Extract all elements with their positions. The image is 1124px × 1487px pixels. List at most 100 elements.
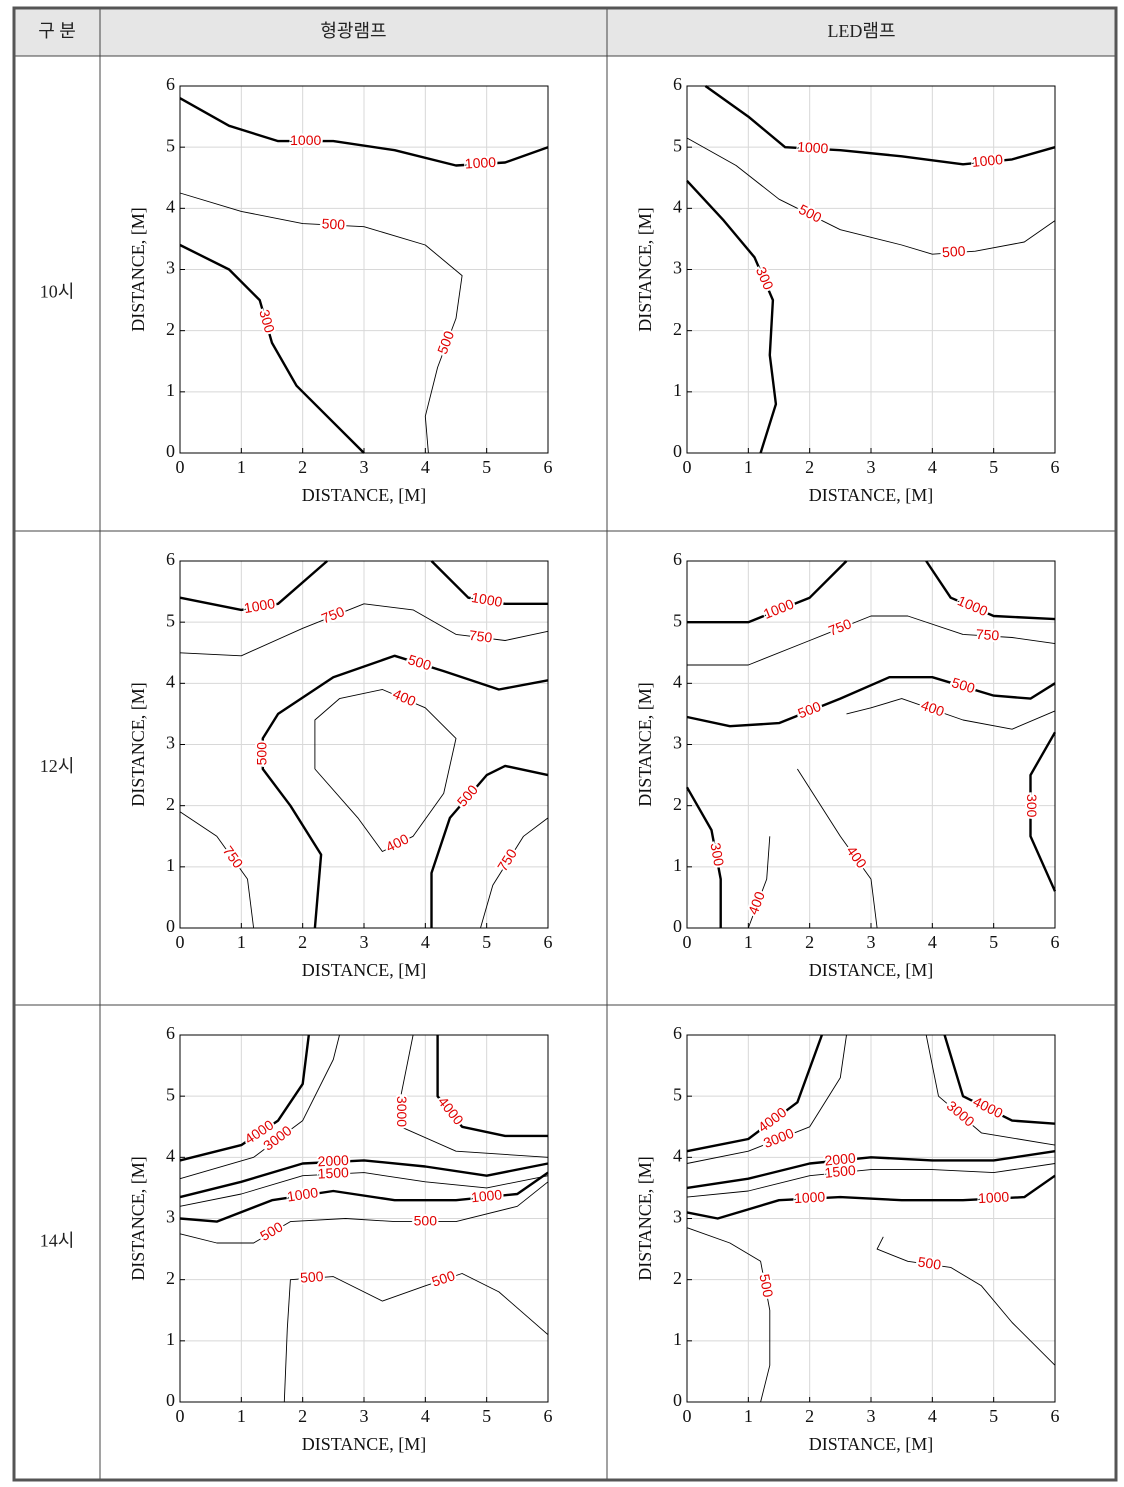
contour-line xyxy=(925,1034,1056,1146)
y-tick-label: 3 xyxy=(166,258,175,278)
contour-line xyxy=(179,1171,549,1223)
y-tick-label: 3 xyxy=(673,1207,682,1227)
y-tick-label: 1 xyxy=(673,855,682,875)
contour-label: 4000 xyxy=(435,1094,467,1128)
contour-label: 1000 xyxy=(978,1189,1010,1207)
x-tick-label: 1 xyxy=(744,1406,753,1426)
contour-label: 500 xyxy=(257,1218,285,1244)
x-tick-label: 5 xyxy=(989,932,998,952)
x-tick-label: 2 xyxy=(298,1406,307,1426)
x-tick-label: 1 xyxy=(744,457,753,477)
y-tick-label: 5 xyxy=(673,135,682,155)
y-axis-title: DISTANCE, [M] xyxy=(128,682,148,807)
y-tick-label: 1 xyxy=(673,1329,682,1349)
row-label: 10시 xyxy=(40,282,75,302)
y-axis-title: DISTANCE, [M] xyxy=(128,207,148,332)
header-cell: 형광램프 xyxy=(320,21,386,41)
y-tick-label: 4 xyxy=(673,196,682,216)
x-tick-label: 0 xyxy=(176,457,185,477)
contour-line xyxy=(179,1181,549,1244)
y-tick-label: 6 xyxy=(673,1023,682,1043)
x-tick-label: 5 xyxy=(989,1406,998,1426)
x-tick-label: 6 xyxy=(1051,932,1060,952)
y-tick-label: 4 xyxy=(166,196,175,216)
contour-line xyxy=(283,1273,549,1403)
x-tick-label: 6 xyxy=(1051,457,1060,477)
contour-label: 1000 xyxy=(470,589,504,610)
y-tick-label: 6 xyxy=(673,549,682,569)
contour-line xyxy=(687,615,1056,666)
y-tick-label: 0 xyxy=(673,916,682,936)
contour-line xyxy=(925,560,1056,621)
y-tick-label: 6 xyxy=(166,1023,175,1043)
y-tick-label: 5 xyxy=(166,135,175,155)
contour-label: 500 xyxy=(795,698,823,722)
contour-line xyxy=(876,1236,1056,1366)
contour-label: 500 xyxy=(430,1267,457,1290)
contour-line xyxy=(797,768,878,929)
y-tick-label: 4 xyxy=(166,1145,175,1165)
x-tick-label: 0 xyxy=(683,1406,692,1426)
x-tick-label: 6 xyxy=(544,932,553,952)
contour-line xyxy=(686,1034,824,1153)
contour-line xyxy=(686,1227,771,1403)
x-axis-title: DISTANCE, [M] xyxy=(302,485,427,505)
y-axis-title: DISTANCE, [M] xyxy=(128,1156,148,1281)
contour-label: 1000 xyxy=(286,1184,319,1204)
contour-line xyxy=(430,764,549,928)
y-tick-label: 1 xyxy=(166,855,175,875)
plot-frame xyxy=(179,560,549,929)
contour-line xyxy=(686,1034,847,1164)
x-tick-label: 5 xyxy=(482,932,491,952)
y-axis-title: DISTANCE, [M] xyxy=(635,1156,655,1281)
contour-label: 400 xyxy=(391,685,419,709)
x-tick-label: 6 xyxy=(544,1406,553,1426)
y-tick-label: 2 xyxy=(166,1268,175,1288)
contour-chart: 0 1 2 3 4 5 6 0 1 2 3 4 5 6 DISTANCE, [M] DISTANCE, [M]… xyxy=(128,1023,552,1454)
contour-chart: 0 1 2 3 4 5 6 0 1 2 3 4 5 6 DISTANCE, [M] DISTANCE, [M]… xyxy=(128,74,552,505)
contour-label: 500 xyxy=(300,1268,325,1286)
contour-label: 500 xyxy=(917,1254,943,1273)
contour-line xyxy=(704,85,1056,166)
contour-label: 1000 xyxy=(797,139,829,157)
contour-label: 1500 xyxy=(317,1164,349,1182)
y-tick-label: 4 xyxy=(673,1145,682,1165)
y-tick-label: 1 xyxy=(166,380,175,400)
table-border xyxy=(12,6,1118,1482)
contour-label: 400 xyxy=(919,697,947,720)
contour-line xyxy=(179,1034,340,1180)
contour-line xyxy=(687,560,848,624)
contour-chart: 0 1 2 3 4 5 6 0 1 2 3 4 5 6 DISTANCE, [M] DISTANCE, [M]… xyxy=(635,549,1059,980)
x-axis-title: DISTANCE, [M] xyxy=(809,960,934,980)
contour-label: 300 xyxy=(707,841,727,867)
contour-line xyxy=(686,137,1056,255)
contour-label: 1000 xyxy=(464,154,496,172)
contour-chart: 0 1 2 3 4 5 6 0 1 2 3 4 5 6 DISTANCE, [M] DISTANCE, [M]… xyxy=(635,1023,1059,1454)
contour-chart: 0 1 2 3 4 5 6 0 1 2 3 4 5 6 DISTANCE, [M] DISTANCE, [M]… xyxy=(635,74,1059,505)
x-tick-label: 4 xyxy=(928,457,937,477)
x-tick-label: 5 xyxy=(482,457,491,477)
y-tick-label: 0 xyxy=(166,441,175,461)
y-tick-label: 0 xyxy=(166,916,175,936)
y-tick-label: 2 xyxy=(673,319,682,339)
y-tick-label: 3 xyxy=(166,733,175,753)
contour-line xyxy=(179,560,328,612)
x-tick-label: 4 xyxy=(421,932,430,952)
contour-line xyxy=(314,689,457,852)
y-tick-label: 2 xyxy=(166,794,175,814)
contour-line xyxy=(179,603,549,657)
y-tick-label: 1 xyxy=(166,1329,175,1349)
contour-label: 300 xyxy=(1024,794,1040,818)
x-tick-label: 6 xyxy=(1051,1406,1060,1426)
contour-label: 500 xyxy=(406,651,433,673)
contour-label: 1500 xyxy=(824,1162,857,1181)
contour-line xyxy=(430,560,548,605)
contour-label: 750 xyxy=(319,603,347,627)
contour-line xyxy=(686,1174,1056,1220)
x-axis-title: DISTANCE, [M] xyxy=(302,960,427,980)
x-tick-label: 5 xyxy=(482,1406,491,1426)
contour-label: 1000 xyxy=(761,595,796,621)
x-tick-label: 3 xyxy=(867,1406,876,1426)
y-tick-label: 3 xyxy=(673,733,682,753)
